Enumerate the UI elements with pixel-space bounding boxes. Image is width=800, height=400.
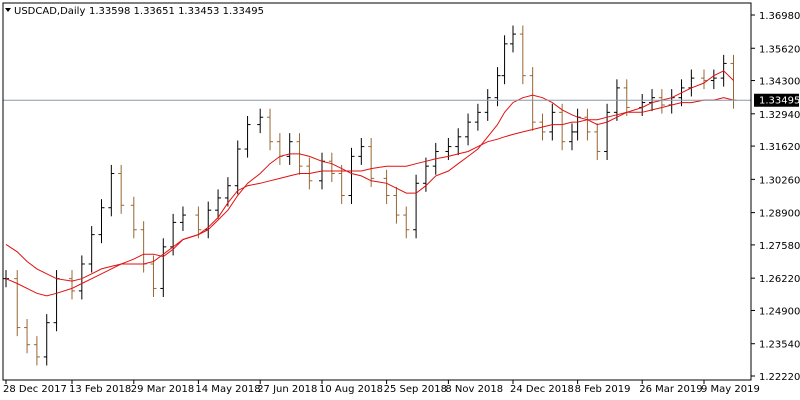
x-axis: 28 Dec 2017 13 Feb 2018 29 Mar 2018 14 May …	[3, 380, 760, 395]
price-bar	[328, 152, 335, 183]
price-bar	[69, 270, 76, 300]
price-bar	[33, 336, 40, 366]
plot-frame	[2, 2, 752, 381]
moving-average-lines	[5, 70, 734, 297]
price-bar	[465, 113, 472, 146]
price-bar	[108, 164, 115, 217]
price-bar	[509, 25, 516, 53]
price-bar	[393, 186, 400, 224]
price-bar	[494, 67, 501, 107]
price-bar	[368, 138, 375, 187]
moving-average-line	[5, 70, 734, 297]
x-tick-label: 8 Feb 2019	[575, 384, 631, 395]
price-tag-label: 1.33495	[759, 96, 800, 107]
price-bar	[474, 103, 481, 131]
x-tick-label: 14 May 2018	[195, 384, 260, 395]
price-bar	[150, 255, 157, 298]
triangle-down-icon[interactable]	[5, 8, 11, 12]
price-bar	[519, 25, 526, 85]
x-tick-label: 24 Dec 2018	[510, 384, 574, 395]
y-tick-label: 1.26220	[759, 274, 800, 285]
price-bar	[215, 189, 222, 219]
price-bar	[286, 133, 293, 165]
x-tick-label: 13 Feb 2018	[69, 384, 131, 395]
price-bar	[403, 206, 410, 239]
price-bar	[98, 199, 105, 244]
price-bar	[549, 103, 556, 141]
price-bar	[484, 89, 491, 121]
y-tick-label: 1.27580	[759, 241, 800, 252]
price-bar	[43, 314, 50, 366]
price-bar	[257, 108, 264, 134]
moving-average-line	[5, 97, 734, 282]
price-bar	[267, 108, 274, 151]
price-bar	[568, 123, 575, 151]
price-bar	[179, 206, 186, 231]
price-bar	[195, 206, 202, 239]
y-tick-label: 1.36980	[759, 11, 800, 22]
y-tick-label: 1.30260	[759, 175, 800, 186]
price-bar	[78, 255, 85, 300]
x-tick-label: 25 Sep 2018	[384, 384, 447, 395]
price-tag-background	[754, 93, 799, 107]
price-bar	[234, 140, 241, 195]
price-tag: 1.33495	[754, 93, 800, 107]
x-tick-label: 26 Mar 2019	[639, 384, 702, 395]
price-bar	[584, 108, 591, 141]
price-bar	[710, 69, 717, 90]
price-bar	[358, 138, 365, 165]
price-bar	[455, 128, 462, 156]
price-bar	[118, 164, 125, 214]
price-bar	[594, 123, 601, 161]
x-tick-label: 29 Mar 2018	[131, 384, 194, 395]
price-bar	[604, 103, 611, 161]
price-bar	[559, 103, 566, 151]
price-bar	[14, 270, 21, 337]
price-bar	[224, 177, 231, 207]
price-bar	[348, 147, 355, 205]
chart-header: USDCAD,Daily 1.33598 1.33651 1.33453 1.3…	[5, 6, 264, 17]
y-axis: 1.36980 1.35620 1.34300 1.32940 1.31620 1.302…	[751, 11, 800, 383]
y-tick-label: 1.31620	[759, 142, 800, 153]
price-bar	[160, 238, 167, 298]
y-tick-label: 1.32940	[759, 110, 800, 121]
price-bar	[413, 174, 420, 239]
x-tick-label: 27 Jun 2018	[257, 384, 317, 395]
price-bar	[658, 89, 665, 114]
price-bar	[244, 116, 251, 158]
x-tick-label: 9 May 2019	[701, 384, 760, 395]
price-bar	[383, 169, 390, 205]
symbol-label: USDCAD,Daily	[14, 6, 85, 17]
y-tick-label: 1.24900	[759, 306, 800, 317]
y-tick-label: 1.28900	[759, 209, 800, 220]
price-bar	[24, 319, 31, 354]
y-tick-label: 1.22220	[759, 372, 800, 383]
price-bar	[529, 67, 536, 131]
x-tick-label: 28 Dec 2017	[3, 384, 67, 395]
y-tick-label: 1.35620	[759, 44, 800, 55]
price-bar	[130, 196, 137, 239]
ohlc-values: 1.33598 1.33651 1.33453 1.33495	[89, 6, 264, 17]
price-bar	[623, 79, 630, 117]
y-tick-label: 1.23540	[759, 340, 800, 351]
price-bar	[88, 226, 95, 273]
price-bar	[501, 35, 508, 85]
x-tick-label: 10 Aug 2018	[319, 384, 383, 395]
y-tick-label: 1.34300	[759, 77, 800, 88]
x-tick-label: 8 Nov 2018	[445, 384, 503, 395]
price-bars	[3, 25, 737, 366]
